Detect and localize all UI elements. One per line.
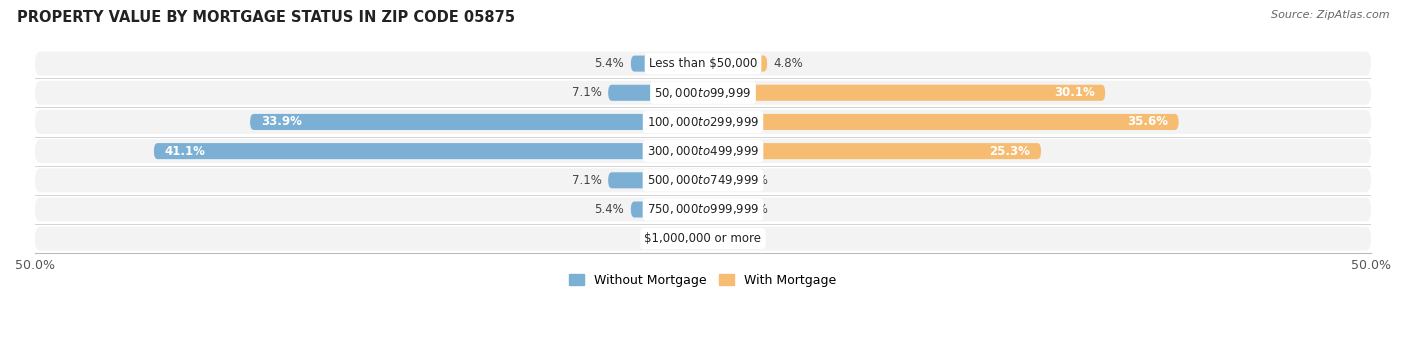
Text: 33.9%: 33.9% bbox=[260, 116, 302, 129]
FancyBboxPatch shape bbox=[609, 172, 703, 188]
FancyBboxPatch shape bbox=[703, 172, 731, 188]
FancyBboxPatch shape bbox=[703, 85, 1105, 101]
Text: 5.4%: 5.4% bbox=[595, 203, 624, 216]
Text: Source: ZipAtlas.com: Source: ZipAtlas.com bbox=[1271, 10, 1389, 20]
Text: 35.6%: 35.6% bbox=[1128, 116, 1168, 129]
Text: 2.1%: 2.1% bbox=[738, 174, 768, 187]
Text: PROPERTY VALUE BY MORTGAGE STATUS IN ZIP CODE 05875: PROPERTY VALUE BY MORTGAGE STATUS IN ZIP… bbox=[17, 10, 515, 25]
FancyBboxPatch shape bbox=[35, 110, 1371, 134]
FancyBboxPatch shape bbox=[250, 114, 703, 130]
Text: 25.3%: 25.3% bbox=[990, 144, 1031, 158]
Text: 7.1%: 7.1% bbox=[572, 86, 602, 99]
FancyBboxPatch shape bbox=[703, 114, 1178, 130]
Text: $750,000 to $999,999: $750,000 to $999,999 bbox=[647, 203, 759, 217]
Text: 41.1%: 41.1% bbox=[165, 144, 205, 158]
Text: 30.1%: 30.1% bbox=[1053, 86, 1094, 99]
Text: $1,000,000 or more: $1,000,000 or more bbox=[644, 232, 762, 245]
FancyBboxPatch shape bbox=[35, 227, 1371, 251]
Text: 4.8%: 4.8% bbox=[773, 57, 804, 70]
FancyBboxPatch shape bbox=[35, 52, 1371, 75]
FancyBboxPatch shape bbox=[609, 85, 703, 101]
Text: Less than $50,000: Less than $50,000 bbox=[648, 57, 758, 70]
Text: $50,000 to $99,999: $50,000 to $99,999 bbox=[654, 86, 752, 100]
FancyBboxPatch shape bbox=[703, 55, 768, 72]
Legend: Without Mortgage, With Mortgage: Without Mortgage, With Mortgage bbox=[564, 269, 842, 292]
FancyBboxPatch shape bbox=[703, 202, 731, 218]
FancyBboxPatch shape bbox=[703, 143, 1040, 159]
Text: 2.1%: 2.1% bbox=[738, 203, 768, 216]
FancyBboxPatch shape bbox=[35, 81, 1371, 105]
Text: 7.1%: 7.1% bbox=[572, 174, 602, 187]
FancyBboxPatch shape bbox=[35, 168, 1371, 192]
FancyBboxPatch shape bbox=[153, 143, 703, 159]
Text: $300,000 to $499,999: $300,000 to $499,999 bbox=[647, 144, 759, 158]
Text: 0.0%: 0.0% bbox=[666, 232, 696, 245]
FancyBboxPatch shape bbox=[631, 55, 703, 72]
Text: 5.4%: 5.4% bbox=[595, 57, 624, 70]
FancyBboxPatch shape bbox=[631, 202, 703, 218]
Text: $100,000 to $299,999: $100,000 to $299,999 bbox=[647, 115, 759, 129]
FancyBboxPatch shape bbox=[35, 198, 1371, 221]
FancyBboxPatch shape bbox=[35, 139, 1371, 163]
Text: $500,000 to $749,999: $500,000 to $749,999 bbox=[647, 173, 759, 187]
Text: 0.0%: 0.0% bbox=[710, 232, 740, 245]
